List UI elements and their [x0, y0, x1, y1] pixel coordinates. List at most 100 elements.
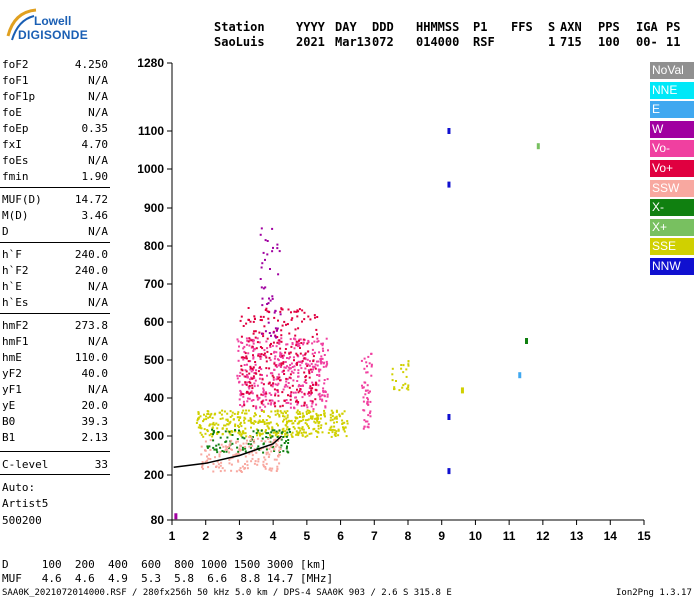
echo-point — [288, 367, 291, 370]
echo-point — [241, 411, 244, 414]
echo-point — [322, 350, 325, 352]
echo-point — [229, 448, 232, 451]
header-row1-cell-6: FFS — [511, 20, 533, 34]
echo-point — [282, 369, 285, 372]
echo-point — [306, 409, 309, 412]
param-label: foF1p — [2, 90, 36, 103]
param-label: B0 — [2, 415, 16, 428]
echo-point — [270, 410, 273, 413]
echo-point — [280, 334, 283, 337]
echo-point — [270, 469, 273, 472]
echo-point — [238, 449, 241, 451]
echo-point — [241, 405, 244, 408]
legend-item-sse: SSE — [650, 238, 694, 256]
echo-point — [289, 402, 292, 405]
echo-point — [326, 378, 329, 381]
echo-point — [295, 352, 298, 355]
param-label: M(D) — [2, 209, 29, 222]
echo-point — [320, 362, 323, 365]
echo-point — [230, 430, 233, 432]
echo-point — [286, 385, 289, 388]
echo-point — [237, 424, 239, 427]
echo-point — [265, 367, 268, 370]
echo-point — [203, 428, 206, 431]
echo-point — [369, 415, 372, 418]
echo-point — [329, 416, 332, 419]
echo-point — [246, 439, 248, 442]
echo-point — [297, 401, 300, 403]
echo-point — [297, 327, 300, 330]
echo-point — [306, 342, 309, 345]
echo-point — [251, 367, 254, 370]
echo-point — [283, 410, 286, 413]
echo-point — [366, 384, 369, 387]
echo-point — [304, 352, 307, 355]
echo-point — [309, 360, 311, 363]
echo-point — [262, 419, 265, 422]
echo-point — [250, 418, 253, 421]
echo-point — [261, 262, 264, 265]
header-row1-cell-8: AXN — [560, 20, 582, 34]
echo-point — [264, 430, 267, 433]
param-label: fxI — [2, 138, 22, 151]
echo-point — [254, 330, 257, 333]
param-yf1: yF1 N/A — [2, 383, 108, 398]
param-value: 2.13 — [81, 431, 109, 444]
echo-point — [199, 431, 202, 434]
echo-point — [281, 355, 284, 357]
echo-point — [297, 345, 299, 348]
echo-point — [314, 417, 317, 420]
echo-point — [218, 411, 221, 414]
legend-item-nne: NNE — [650, 81, 694, 99]
param-label: hmE — [2, 351, 22, 364]
echo-point — [249, 391, 252, 394]
echo-point — [221, 427, 224, 430]
echo-point — [369, 390, 371, 393]
echo-point — [316, 333, 318, 336]
echo-point — [263, 421, 266, 424]
echo-point — [233, 412, 236, 415]
echo-point — [300, 391, 303, 394]
echo-point — [261, 374, 263, 376]
echo-point — [286, 323, 289, 326]
echo-point — [296, 409, 299, 412]
echo-point — [253, 372, 256, 375]
echo-point — [285, 447, 288, 450]
echo-point — [237, 440, 239, 443]
echo-point — [216, 451, 219, 454]
echo-point — [217, 463, 220, 466]
echo-point — [343, 430, 346, 433]
echo-point — [270, 342, 272, 345]
echo-point — [248, 445, 251, 448]
echo-point — [212, 421, 215, 424]
echo-point — [245, 409, 248, 412]
echo-point — [274, 355, 277, 358]
echo-point — [229, 420, 232, 423]
echo-point — [271, 467, 274, 470]
echo-point — [299, 352, 302, 355]
echo-point — [280, 362, 283, 365]
echo-point — [291, 343, 294, 346]
echo-point — [395, 380, 397, 382]
echo-point — [303, 404, 306, 407]
echo-point — [211, 416, 214, 419]
echo-point — [286, 445, 288, 448]
echo-point — [272, 341, 275, 344]
echo-point — [258, 341, 261, 344]
echo-point — [309, 417, 312, 420]
legend-label: Vo+ — [652, 161, 674, 175]
echo-point — [316, 316, 319, 318]
echo-point — [256, 337, 259, 340]
echo-point — [284, 351, 287, 354]
echo-point — [207, 416, 210, 419]
panel-divider — [0, 187, 110, 188]
echo-point — [252, 375, 255, 378]
echo-point — [255, 347, 258, 350]
echo-point — [269, 346, 272, 348]
echo-point — [279, 353, 282, 356]
y-tick-label: 300 — [144, 429, 164, 443]
echo-point — [201, 464, 204, 467]
echo-point — [203, 418, 205, 421]
echo-point — [280, 444, 283, 447]
echo-point — [364, 420, 367, 423]
